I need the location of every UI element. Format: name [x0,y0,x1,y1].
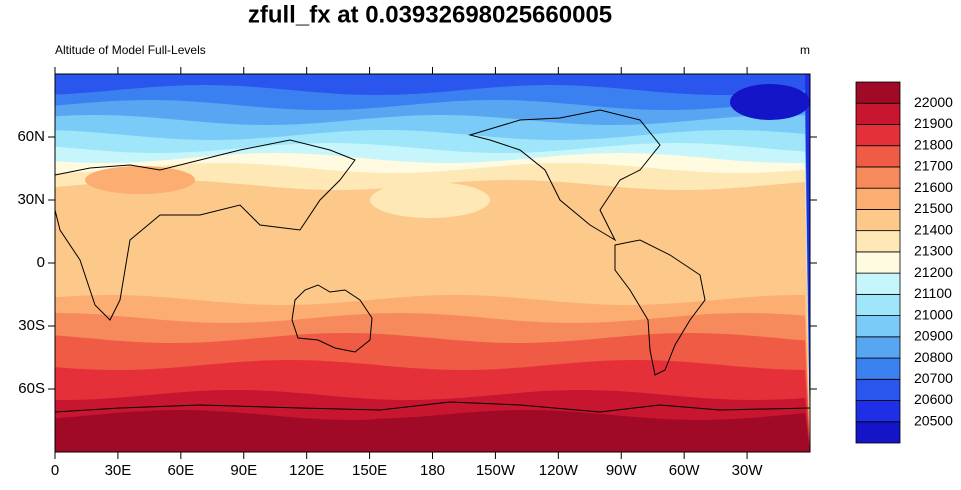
colorbar-box [855,421,901,444]
coast-south-america [614,239,706,376]
colorbar-box [855,400,901,423]
y-tick-label: 30N [17,191,45,208]
colorbar-box [855,230,901,253]
y-tick-label: 60N [17,128,45,145]
colorbar-label: 20700 [914,370,953,386]
axes: 0 30E 60E 90E 120E 150E 180 150W 120W 90W 60W 30W 60… [17,67,817,479]
x-tick-label: 150E [352,462,387,479]
chart-title: zfull_fx at 0.03932698025660005 [248,1,612,28]
colorbar-label: 20600 [914,391,953,407]
map-field [55,74,810,452]
colorbar-label: 21700 [914,158,953,174]
colorbar-box [855,102,901,125]
colorbar-label: 21400 [914,221,953,237]
x-tick-label: 30W [732,462,764,479]
x-tick-label: 0 [51,462,59,479]
colorbar-label: 21000 [914,306,953,322]
coast-eurasia-africa [54,139,356,321]
colorbar-label: 20900 [914,328,953,344]
coastlines [54,109,811,413]
colorbar-box [855,187,901,210]
colorbar-label: 21900 [914,115,953,131]
units-label: m [800,43,810,57]
colorbar-box [855,378,901,401]
x-tick-label: 120W [539,462,579,479]
colorbar-label: 21800 [914,136,953,152]
colorbar-box [855,166,901,189]
x-tick-label: 30E [105,462,132,479]
field-patch [85,166,195,194]
left-label: Altitude of Model Full-Levels [55,43,206,57]
colorbar-label: 21100 [914,285,952,301]
colorbar-label: 20500 [914,412,953,428]
y-tick-label: 30S [18,317,45,334]
colorbar-label: 21600 [914,179,953,195]
x-tick-label: 90W [606,462,638,479]
coast-north-america [468,109,661,242]
colorbar-box [855,272,901,295]
colorbar-box [855,357,901,380]
colorbar-box [855,145,901,168]
x-tick-label: 180 [420,462,445,479]
colorbar-box [855,124,901,147]
y-tick-label: 0 [37,254,45,271]
y-tick-label: 60S [18,380,45,397]
field-patch [320,416,620,444]
x-tick-label: 60W [669,462,701,479]
colorbar-box [855,81,901,104]
coast-antarctica [54,401,811,413]
colorbar-box [855,251,901,274]
field-patch [370,182,490,218]
x-tick-label: 60E [167,462,194,479]
x-tick-label: 150W [476,462,516,479]
field-patch [730,84,810,120]
x-tick-label: 120E [289,462,324,479]
colorbar-box [855,336,901,359]
colorbar-box [855,293,901,316]
colorbar-label: 21500 [914,200,953,216]
colorbar-label: 21300 [914,243,953,259]
coast-australia [291,284,373,353]
colorbar-label: 20800 [914,349,953,365]
colorbar-label: 21200 [914,264,953,280]
colorbar: 20500 20600 20700 20800 20900 21000 21100 21200… [855,81,953,444]
colorbar-box [855,315,901,338]
x-tick-label: 90E [230,462,257,479]
colorbar-label: 22000 [914,94,953,110]
colorbar-box [855,209,901,232]
